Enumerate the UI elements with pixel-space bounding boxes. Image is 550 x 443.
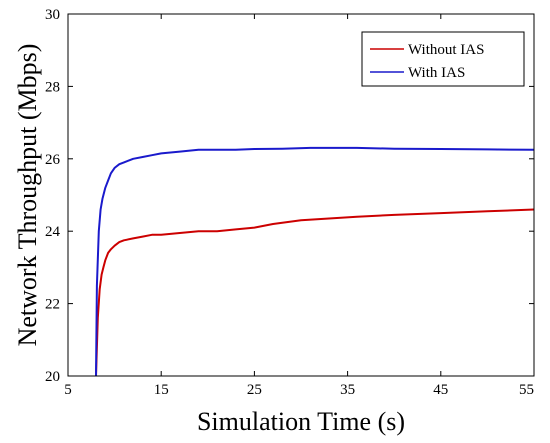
legend-label-without-ias: Without IAS xyxy=(408,42,484,58)
y-tick-label: 26 xyxy=(45,152,61,168)
x-axis-title: Simulation Time (s) xyxy=(197,407,405,436)
x-tick-label: 35 xyxy=(340,382,355,398)
series-line-with-ias xyxy=(95,146,535,377)
y-tick-label: 30 xyxy=(45,7,60,23)
y-tick-label: 24 xyxy=(45,224,61,240)
x-tick-label: 45 xyxy=(433,382,448,398)
y-tick-label: 28 xyxy=(45,79,60,95)
x-tick-label: 55 xyxy=(519,382,534,398)
y-axis-title: Network Throughput (Mbps) xyxy=(13,44,42,347)
x-tick-label: 25 xyxy=(247,382,262,398)
y-tick-label: 22 xyxy=(45,297,60,313)
series-line-without-ias xyxy=(95,208,535,377)
legend-box xyxy=(361,31,525,87)
legend-label-with-ias: With IAS xyxy=(408,65,465,81)
legend: Without IAS With IAS xyxy=(361,31,525,87)
x-tick-label: 5 xyxy=(64,382,72,398)
series-layer xyxy=(95,146,535,377)
ticks-layer: 5 15 25 35 45 55 20 22 24 26 28 30 xyxy=(45,7,535,398)
plot-frame xyxy=(67,13,535,377)
y-tick-label: 20 xyxy=(45,369,60,385)
x-tick-label: 15 xyxy=(154,382,169,398)
